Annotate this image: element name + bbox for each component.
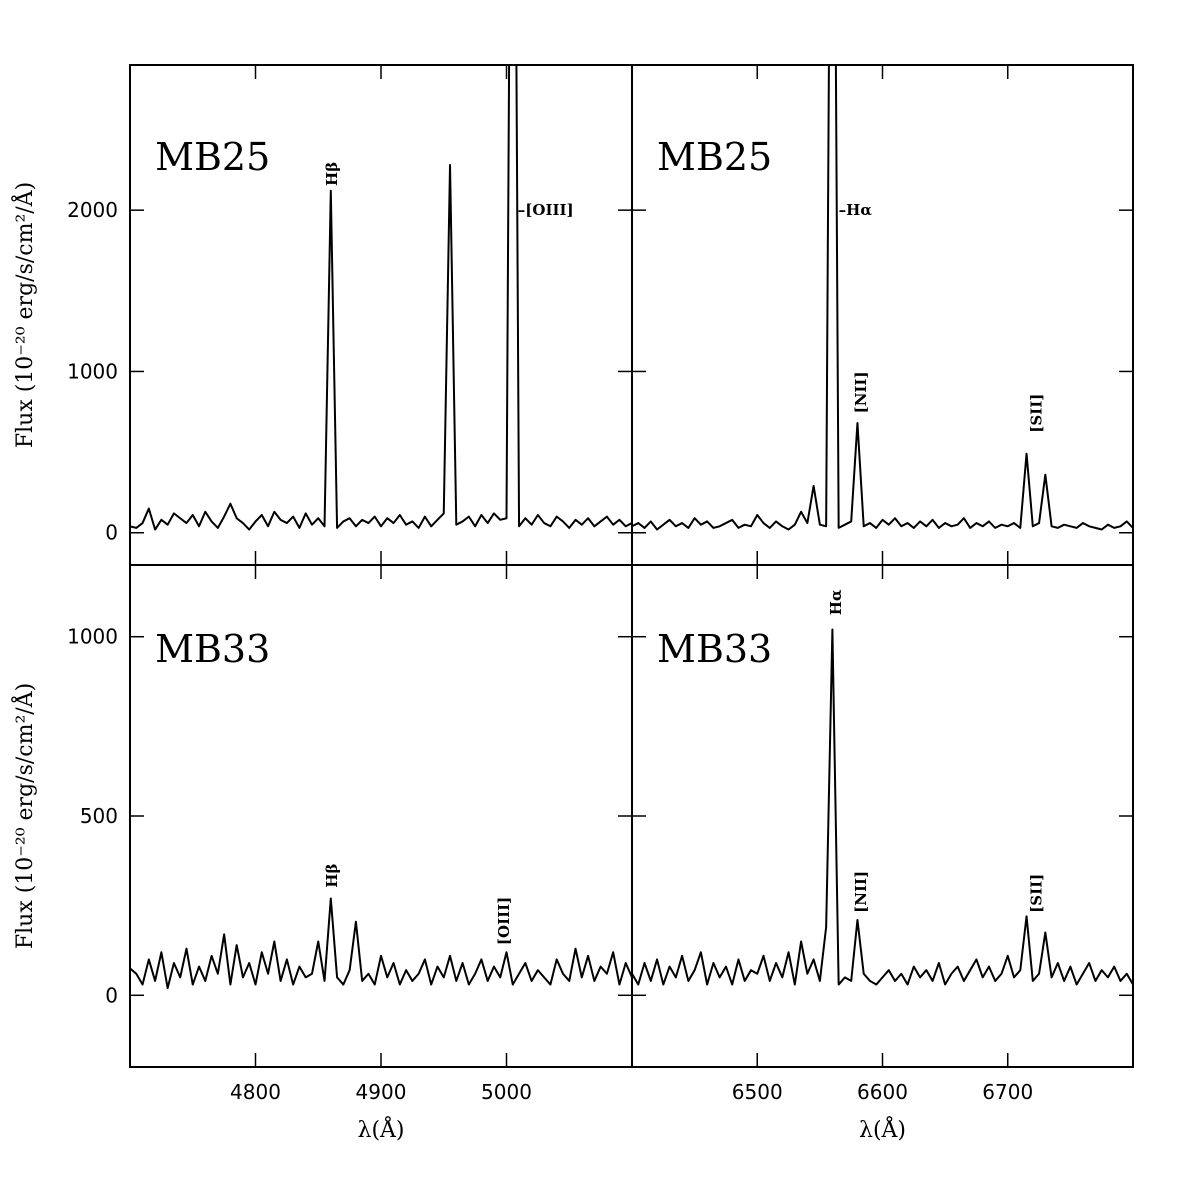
x-tick-label: 6700	[982, 1080, 1033, 1104]
spectrum	[130, 897, 632, 990]
y-tick-label: 2000	[67, 198, 118, 222]
y-tick-label: 1000	[67, 625, 118, 649]
line-label: [OIII]	[495, 897, 513, 945]
x-axis-label: λ(Å)	[358, 1115, 405, 1143]
panel-name: MB33	[657, 627, 772, 671]
line-label: Hα	[827, 589, 845, 615]
line-label: –[OIII]	[518, 201, 574, 219]
panel-name: MB25	[657, 135, 772, 179]
x-tick-label: 4900	[356, 1080, 407, 1104]
y-tick-label: 500	[80, 804, 118, 828]
y-tick-label: 0	[105, 521, 118, 545]
panel-name: MB33	[155, 627, 270, 671]
x-tick-label: 6600	[857, 1080, 908, 1104]
line-label: [SII]	[1028, 874, 1046, 913]
y-axis-label: Flux (10⁻²⁰ erg/s/cm²/Å)	[10, 182, 38, 448]
spectrum	[130, 65, 632, 531]
line-label: [NII]	[852, 871, 870, 913]
spectrum	[632, 65, 1133, 531]
panel-name: MB25	[155, 135, 270, 179]
y-tick-label: 0	[105, 983, 118, 1007]
x-tick-label: 5000	[481, 1080, 532, 1104]
x-tick-label: 4800	[230, 1080, 281, 1104]
x-axis-label: λ(Å)	[859, 1115, 906, 1143]
x-tick-label: 6500	[732, 1080, 783, 1104]
line-label: –Hα	[839, 201, 873, 219]
y-axis-label: Flux (10⁻²⁰ erg/s/cm²/Å)	[10, 683, 38, 949]
y-tick-label: 1000	[67, 359, 118, 383]
line-label: Hβ	[323, 864, 341, 888]
line-label: [SII]	[1028, 394, 1046, 433]
spectrum	[632, 628, 1133, 986]
line-label: Hβ	[323, 162, 341, 186]
line-label: [NII]	[852, 371, 870, 413]
